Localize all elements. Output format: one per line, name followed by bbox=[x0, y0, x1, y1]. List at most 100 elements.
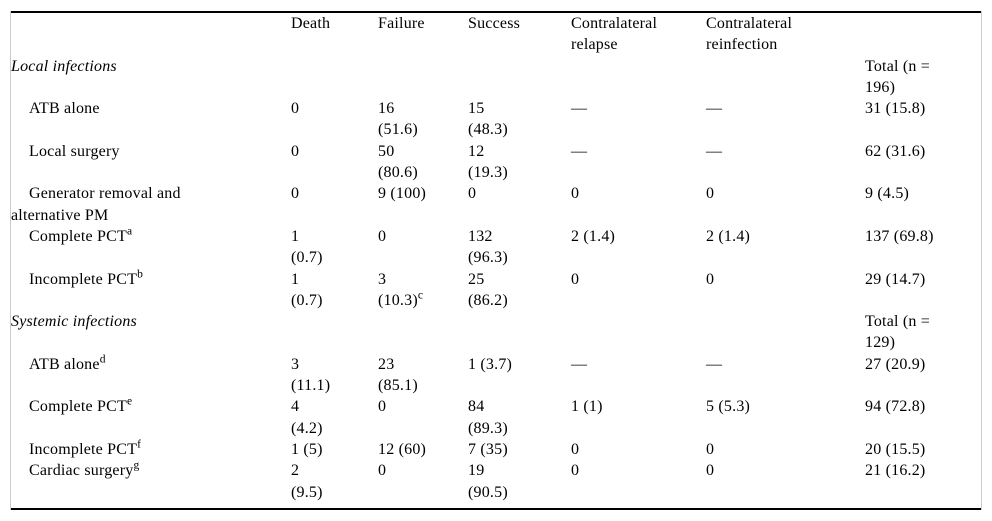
cell-death: 0 bbox=[291, 183, 378, 226]
section-label: Systemic infections bbox=[11, 313, 137, 331]
cell-value: 27 (20.9) bbox=[865, 355, 926, 373]
cell-value: 23 (85.1) bbox=[378, 355, 418, 395]
cell-value: — bbox=[706, 142, 723, 160]
row-label: ATB alone bbox=[29, 355, 100, 373]
cell-value: 94 (72.8) bbox=[865, 398, 926, 416]
cell-reinfection bbox=[706, 56, 865, 99]
cell-success: 12 (19.3) bbox=[468, 141, 571, 184]
cell-failure: 12 (60) bbox=[378, 439, 468, 460]
cell-value: 50 (80.6) bbox=[378, 142, 418, 182]
cell-value: 0 bbox=[378, 462, 387, 480]
row-label-cell: Generator removal and alternative PM bbox=[11, 183, 291, 226]
cell-value: — bbox=[571, 100, 588, 118]
cell-value: 9 (4.5) bbox=[865, 185, 910, 203]
cell-reinfection: 0 bbox=[706, 269, 865, 312]
cell-death: 4 (4.2) bbox=[291, 396, 378, 439]
cell-total: 27 (20.9) bbox=[865, 354, 981, 397]
footnote-marker: c bbox=[417, 289, 423, 302]
cell-total: 20 (15.5) bbox=[865, 439, 981, 460]
cell-value: 0 bbox=[291, 185, 300, 203]
cell-value: 1 (3.7) bbox=[468, 355, 513, 373]
cell-value: 0 bbox=[378, 398, 387, 416]
cell-value: 0 bbox=[571, 270, 580, 288]
row-label: Complete PCT bbox=[29, 398, 127, 416]
row-label-cell: Incomplete PCTf bbox=[11, 439, 291, 460]
row-label: Incomplete PCT bbox=[29, 440, 138, 458]
row-label-cell: Incomplete PCTb bbox=[11, 268, 291, 312]
cell-reinfection: — bbox=[706, 141, 865, 184]
cell-failure: 23 (85.1) bbox=[378, 354, 468, 397]
cell-total: 9 (4.5) bbox=[865, 183, 981, 226]
cell-value: 4 (4.2) bbox=[291, 398, 323, 437]
column-header-text: Success bbox=[468, 15, 521, 32]
cell-reinfection: — bbox=[706, 354, 865, 397]
cell-value: 12 (19.3) bbox=[468, 142, 508, 182]
row-label: Local surgery bbox=[29, 142, 120, 160]
row-label-cell: Local surgery bbox=[11, 141, 291, 184]
cell-value: 20 (15.5) bbox=[865, 440, 926, 458]
cell-failure: 0 bbox=[378, 460, 468, 509]
cell-total: 29 (14.7) bbox=[865, 269, 981, 312]
cell-value: 31 (15.8) bbox=[865, 100, 926, 118]
cell-value: 0 bbox=[378, 227, 387, 245]
footnote-marker: d bbox=[99, 353, 106, 366]
cell-relapse: — bbox=[571, 98, 706, 141]
cell-failure: 16 (51.6) bbox=[378, 98, 468, 141]
header-empty-total bbox=[865, 12, 981, 56]
cell-relapse: 0 bbox=[571, 460, 706, 509]
cell-value: 1 (0.7) bbox=[291, 227, 323, 267]
cell-value: 0 bbox=[571, 440, 580, 458]
footnote-marker: b bbox=[137, 268, 143, 281]
cell-death bbox=[291, 311, 378, 354]
cell-failure: 50 (80.6) bbox=[378, 141, 468, 184]
treatment-outcomes-table: Death Failure Success Contralateral rela… bbox=[11, 11, 981, 510]
table-row-generator-removal: Generator removal and alternative PM 0 9… bbox=[11, 183, 981, 226]
cell-success: 132 (96.3) bbox=[468, 226, 571, 269]
cell-value: 25 (86.2) bbox=[468, 270, 508, 309]
cell-value: 0 bbox=[706, 270, 715, 288]
cell-success: 15 (48.3) bbox=[468, 98, 571, 141]
cell-total: 21 (16.2) bbox=[865, 460, 981, 509]
cell-value: 5 (5.3) bbox=[706, 398, 751, 416]
footnote-marker: f bbox=[137, 438, 141, 451]
cell-value: 0 bbox=[571, 462, 580, 480]
section-row-local-infections: Local infections Total (n = 196) bbox=[11, 56, 981, 99]
cell-reinfection bbox=[706, 311, 865, 354]
cell-relapse: 0 bbox=[571, 439, 706, 460]
outcomes-table-frame: Death Failure Success Contralateral rela… bbox=[10, 11, 982, 510]
cell-value: 15 (48.3) bbox=[468, 100, 508, 139]
cell-value: 21 (16.2) bbox=[865, 462, 926, 480]
cell-value: 12 (60) bbox=[378, 440, 427, 458]
footnote-marker: e bbox=[126, 396, 133, 409]
section-label: Local infections bbox=[11, 57, 117, 75]
column-header-text: Contralateral reinfection bbox=[706, 15, 793, 54]
cell-reinfection: 0 bbox=[706, 460, 865, 509]
cell-value: — bbox=[706, 100, 723, 118]
table-row-atb-alone-systemic: ATB aloned 3 (11.1) 23 (85.1) 1 (3.7) — … bbox=[11, 354, 981, 397]
column-header-text: Death bbox=[291, 15, 331, 32]
header-contralateral-reinfection: Contralateral reinfection bbox=[706, 12, 865, 56]
cell-value: 2 (1.4) bbox=[706, 227, 751, 245]
cell-success: 19 (90.5) bbox=[468, 460, 571, 509]
cell-value: 62 (31.6) bbox=[865, 142, 926, 160]
total-header: Total (n = 129) bbox=[865, 313, 930, 352]
cell-value: 9 (100) bbox=[378, 185, 427, 203]
row-label-cell: Complete PCTe bbox=[11, 396, 291, 439]
row-label-cell: ATB aloned bbox=[11, 354, 291, 397]
cell-total: 94 (72.8) bbox=[865, 396, 981, 439]
cell-value: 0 bbox=[291, 100, 300, 118]
table-row-incomplete-pct-systemic: Incomplete PCTf 1 (5) 12 (60) 7 (35) 0 0… bbox=[11, 439, 981, 460]
header-row: Death Failure Success Contralateral rela… bbox=[11, 12, 981, 56]
cell-value: 2 (1.4) bbox=[571, 227, 616, 245]
cell-value: 0 bbox=[706, 440, 715, 458]
cell-value: 2 (9.5) bbox=[291, 462, 323, 501]
cell-total: Total (n = 196) bbox=[865, 56, 981, 99]
cell-value: 3 (11.1) bbox=[291, 355, 331, 395]
header-contralateral-relapse: Contralateral relapse bbox=[571, 12, 706, 56]
cell-value: 0 bbox=[291, 142, 300, 160]
cell-reinfection: 5 (5.3) bbox=[706, 396, 865, 439]
footnote-marker: a bbox=[126, 225, 133, 238]
cell-total: 62 (31.6) bbox=[865, 141, 981, 184]
cell-success bbox=[468, 311, 571, 354]
cell-value: 1 (0.7) bbox=[291, 270, 323, 309]
